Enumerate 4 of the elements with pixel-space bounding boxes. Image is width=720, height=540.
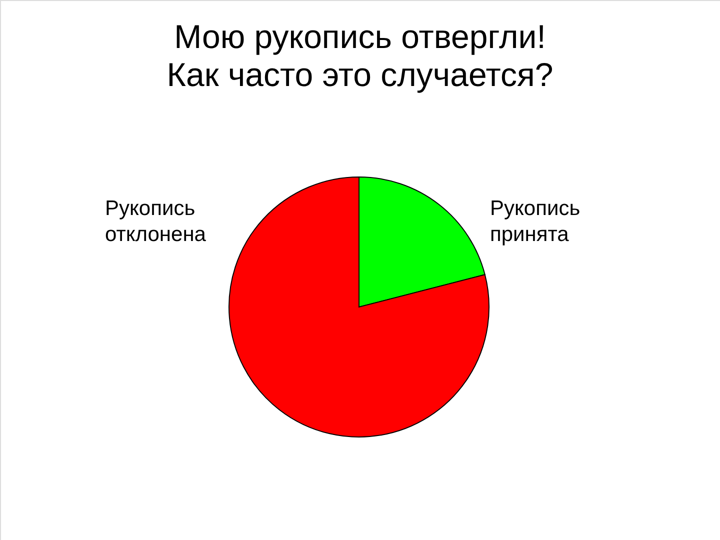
slice-label: Рукопись отклонена bbox=[105, 197, 206, 246]
chart-title: Мою рукопись отвергли! Как часто это случается? bbox=[166, 18, 554, 93]
pie-slice bbox=[228, 176, 490, 438]
slice-label: Рукопись принята bbox=[490, 197, 580, 246]
